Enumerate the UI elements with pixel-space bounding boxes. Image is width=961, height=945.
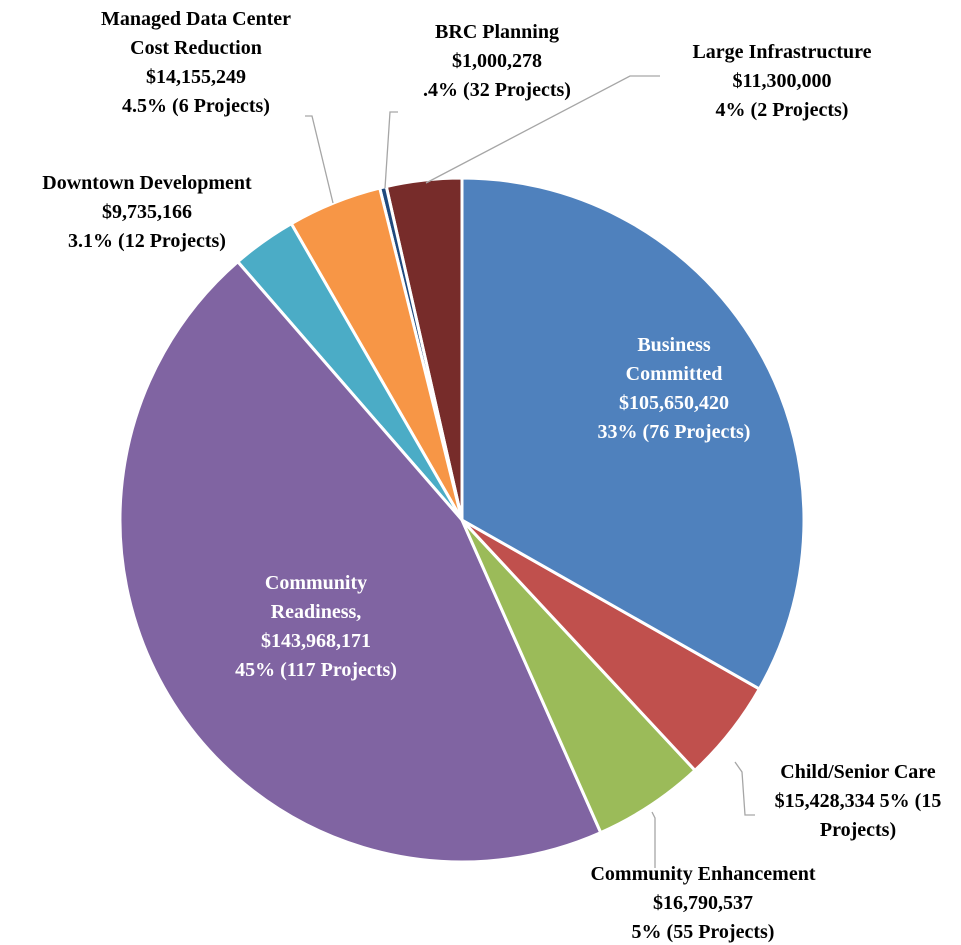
slice-label: BRC Planning $1,000,278 .4% (32 Projects) xyxy=(377,18,617,105)
value-label: $14,155,249 xyxy=(146,66,246,88)
value-label: $15,428,334 xyxy=(774,790,875,812)
category-name: Downtown Development xyxy=(42,172,252,194)
category-name: Community Enhancement xyxy=(590,863,816,885)
share-label: 4% (2 Projects) xyxy=(715,99,849,121)
category-name: Managed Data Center Cost Reduction xyxy=(101,8,291,59)
value-label: $16,790,537 xyxy=(653,892,753,914)
share-label: 5% (55 Projects) xyxy=(631,921,775,943)
category-name: Community Readiness, xyxy=(264,572,368,623)
value-label: $11,300,000 xyxy=(732,70,832,92)
share-label: 3.1% (12 Projects) xyxy=(68,230,226,252)
category-name: Large Infrastructure xyxy=(692,41,872,63)
leader-line xyxy=(384,111,398,189)
leader-line xyxy=(305,115,334,204)
slice-label: Child/Senior Care $15,428,334 5% (15 Proj… xyxy=(748,758,961,845)
leader-line xyxy=(425,75,660,184)
pie-slice xyxy=(460,176,806,691)
slice-label: Large Infrastructure $11,300,000 4% (2 Pro… xyxy=(652,38,912,125)
slice-label: Downtown Development $9,735,166 3.1% (12 P… xyxy=(2,169,292,256)
share-label: .4% (32 Projects) xyxy=(423,79,571,101)
slice-label: Community Enhancement $16,790,537 5% (55 P… xyxy=(543,860,863,945)
leader-line xyxy=(734,761,755,816)
share-label: 45% (117 Projects) xyxy=(235,659,397,681)
pie-slice xyxy=(118,260,603,864)
slice-label: Managed Data Center Cost Reduction $14,15… xyxy=(66,5,326,121)
share-label: 4.5% (6 Projects) xyxy=(122,95,270,117)
value-label: $143,968,171 xyxy=(261,630,371,652)
share-label: 5% (15 Projects) xyxy=(819,790,942,841)
category-name: Child/Senior Care xyxy=(780,761,936,783)
category-name: Business Committed xyxy=(625,334,723,385)
leader-line xyxy=(651,811,656,868)
share-label: 33% (76 Projects) xyxy=(597,421,751,443)
slice-label: Community Readiness, $143,968,171 45% (117… xyxy=(201,569,431,685)
slice-label: Business Committed $105,650,420 33% (76 Pr… xyxy=(579,331,769,447)
value-label: $9,735,166 xyxy=(102,201,192,223)
value-label: $105,650,420 xyxy=(619,392,729,414)
value-label: $1,000,278 xyxy=(452,50,542,72)
category-name: BRC Planning xyxy=(435,21,559,43)
